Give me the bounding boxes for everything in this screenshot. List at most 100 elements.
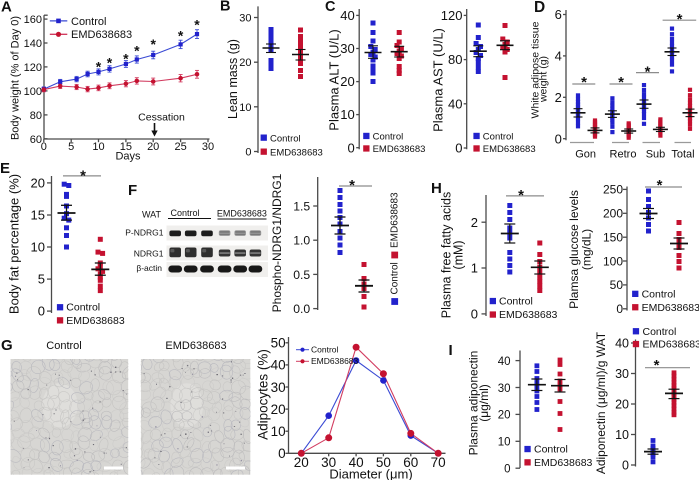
svg-text:EMD638683: EMD638683 [311,356,359,366]
svg-text:Plamsa glucose levels: Plamsa glucose levels [567,190,581,309]
svg-text:Control: Control [270,133,301,144]
svg-text:Control: Control [170,208,199,218]
svg-text:10: 10 [498,437,511,449]
svg-text:G: G [1,337,13,354]
svg-text:EMD638683: EMD638683 [270,147,323,158]
svg-text:10: 10 [340,107,354,122]
svg-text:*: * [645,64,651,81]
svg-text:P-NDRG1: P-NDRG1 [125,228,164,238]
svg-text:200: 200 [603,207,623,221]
svg-text:150: 150 [603,231,623,245]
svg-text:0: 0 [38,304,45,319]
svg-text:D: D [534,0,545,16]
svg-text:0.5: 0.5 [293,268,310,282]
svg-text:EMD638683: EMD638683 [66,315,125,327]
svg-text:2: 2 [471,215,478,230]
svg-text:Diameter (μm): Diameter (μm) [329,467,412,480]
svg-text:0: 0 [504,464,510,476]
svg-text:40: 40 [498,356,511,368]
svg-text:0: 0 [555,131,562,146]
svg-text:20: 20 [271,402,286,417]
svg-text:4: 4 [555,49,562,64]
svg-text:15: 15 [31,208,45,223]
svg-text:0: 0 [347,140,354,155]
svg-text:Total: Total [671,148,694,160]
svg-text:*: * [349,177,355,194]
svg-text:30: 30 [321,455,336,470]
svg-text:Plasma ALT (U/L): Plasma ALT (U/L) [327,29,342,130]
svg-text:15: 15 [120,141,132,153]
svg-text:Lean mass (g): Lean mass (g) [226,39,240,119]
svg-text:EMD638683: EMD638683 [483,144,536,155]
svg-text:H: H [431,180,442,197]
svg-text:20: 20 [147,141,159,153]
svg-text:140: 140 [24,38,42,50]
svg-text:Gon: Gon [575,148,596,160]
svg-text:2: 2 [555,90,562,105]
svg-text:*: * [178,27,184,43]
svg-text:30: 30 [340,41,354,56]
svg-text:40: 40 [271,358,286,373]
svg-text:E: E [0,160,10,177]
svg-text:EMD638683: EMD638683 [642,302,699,314]
svg-text:0.0: 0.0 [293,302,310,316]
svg-text:40: 40 [340,8,354,23]
svg-text:White adipose tissue: White adipose tissue [529,21,541,118]
svg-text:F: F [128,182,137,199]
svg-text:50: 50 [610,278,624,292]
svg-text:5: 5 [68,141,74,153]
svg-text:*: * [618,74,624,91]
svg-text:*: * [123,51,129,67]
svg-text:20: 20 [294,455,309,470]
svg-text:1.5: 1.5 [293,199,310,213]
svg-text:Adiponectin (μg/ml)/g WAT: Adiponectin (μg/ml)/g WAT [594,331,608,474]
svg-text:Plasma adiponectin: Plasma adiponectin [467,351,481,456]
svg-text:Days: Days [115,150,141,162]
svg-text:10: 10 [92,141,104,153]
svg-text:0: 0 [622,459,629,473]
svg-text:30: 30 [271,380,286,395]
svg-text:40: 40 [349,455,364,470]
svg-text:*: * [581,74,587,91]
svg-text:Control: Control [311,344,339,354]
svg-text:Control: Control [534,444,568,456]
svg-text:5: 5 [38,272,45,287]
svg-text:*: * [654,357,660,374]
svg-text:Control: Control [46,340,81,352]
svg-text:EMD638683: EMD638683 [71,29,132,41]
svg-text:*: * [96,59,102,75]
svg-text:0: 0 [41,141,47,153]
svg-text:0: 0 [278,446,286,461]
svg-text:30: 30 [615,367,629,381]
svg-text:60: 60 [403,455,418,470]
svg-text:Control: Control [71,16,106,28]
svg-text:160: 160 [24,14,42,26]
svg-text:B: B [220,0,230,15]
svg-text:(mM): (mM) [451,240,465,269]
svg-text:(μg/ml): (μg/ml) [477,384,491,422]
svg-text:Phospho-NDRG1/NDRG1: Phospho-NDRG1/NDRG1 [270,173,284,312]
svg-text:Control: Control [390,262,401,294]
svg-text:0: 0 [471,307,478,322]
svg-text:EMD638683: EMD638683 [643,339,699,351]
svg-text:Control: Control [373,132,404,143]
svg-text:40: 40 [615,337,629,351]
svg-text:20: 20 [340,74,354,89]
svg-text:EMD638683: EMD638683 [390,192,401,248]
svg-text:80: 80 [448,52,462,67]
svg-text:10: 10 [239,102,251,114]
svg-text:EMD638683: EMD638683 [373,144,426,155]
svg-text:60: 60 [30,134,42,146]
svg-text:Control: Control [66,301,100,313]
svg-text:100: 100 [603,254,623,268]
svg-text:C: C [325,0,336,15]
svg-text:Adipocytes (%): Adipocytes (%) [256,349,271,440]
svg-text:weight (g): weight (g) [538,56,550,103]
svg-text:30: 30 [498,383,511,395]
svg-text:70: 70 [431,455,446,470]
svg-text:Body weight (% of Day 0): Body weight (% of Day 0) [9,16,21,140]
svg-text:10: 10 [615,428,629,442]
svg-text:80: 80 [30,110,42,122]
svg-text:EMD638683: EMD638683 [534,457,593,469]
svg-text:0: 0 [455,141,462,156]
